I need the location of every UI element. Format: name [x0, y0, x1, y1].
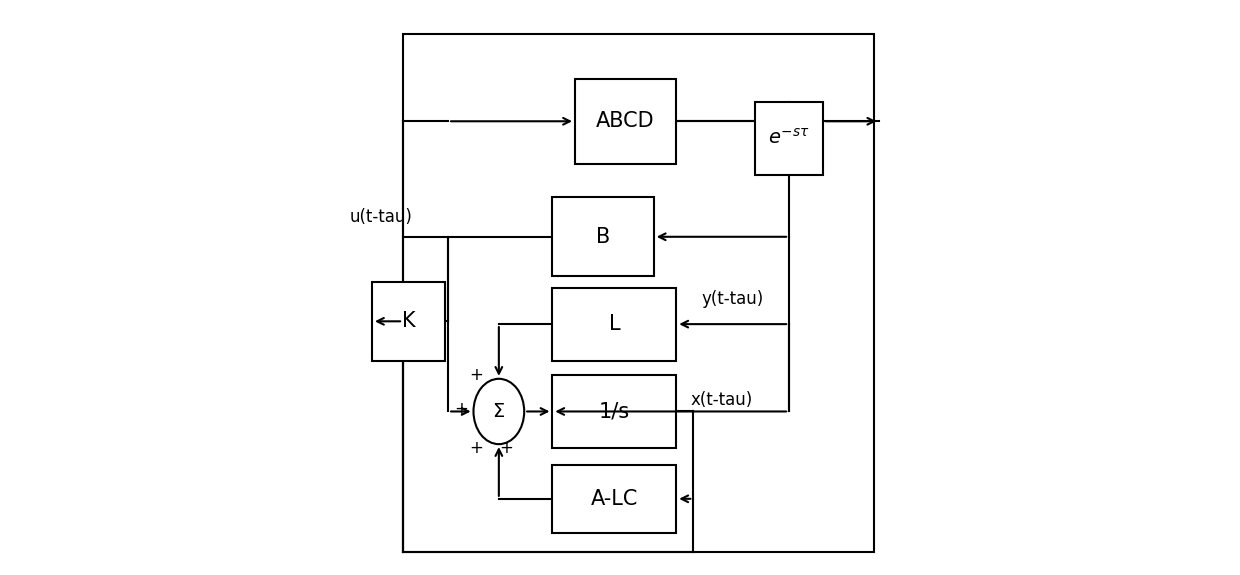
Bar: [552, 197, 653, 276]
Text: +: +: [454, 400, 467, 417]
Text: y(t-tau): y(t-tau): [702, 290, 764, 308]
Text: +: +: [469, 439, 482, 457]
Text: 1/s: 1/s: [599, 401, 630, 421]
Text: A-LC: A-LC: [590, 489, 639, 509]
Text: K: K: [402, 311, 415, 331]
Bar: [403, 34, 873, 553]
Text: +: +: [500, 439, 513, 457]
Text: L: L: [609, 314, 620, 334]
Bar: [552, 465, 676, 532]
Bar: [372, 282, 445, 361]
Text: ABCD: ABCD: [596, 112, 655, 131]
Text: B: B: [596, 227, 610, 247]
Text: +: +: [470, 366, 484, 384]
Text: x(t-tau): x(t-tau): [691, 391, 753, 409]
Bar: [755, 102, 823, 175]
Text: $\Sigma$: $\Sigma$: [492, 402, 506, 421]
Bar: [552, 375, 676, 448]
Bar: [575, 79, 676, 163]
Bar: [552, 288, 676, 361]
Text: $e^{-s\tau}$: $e^{-s\tau}$: [769, 128, 810, 148]
Text: u(t-tau): u(t-tau): [350, 208, 413, 226]
